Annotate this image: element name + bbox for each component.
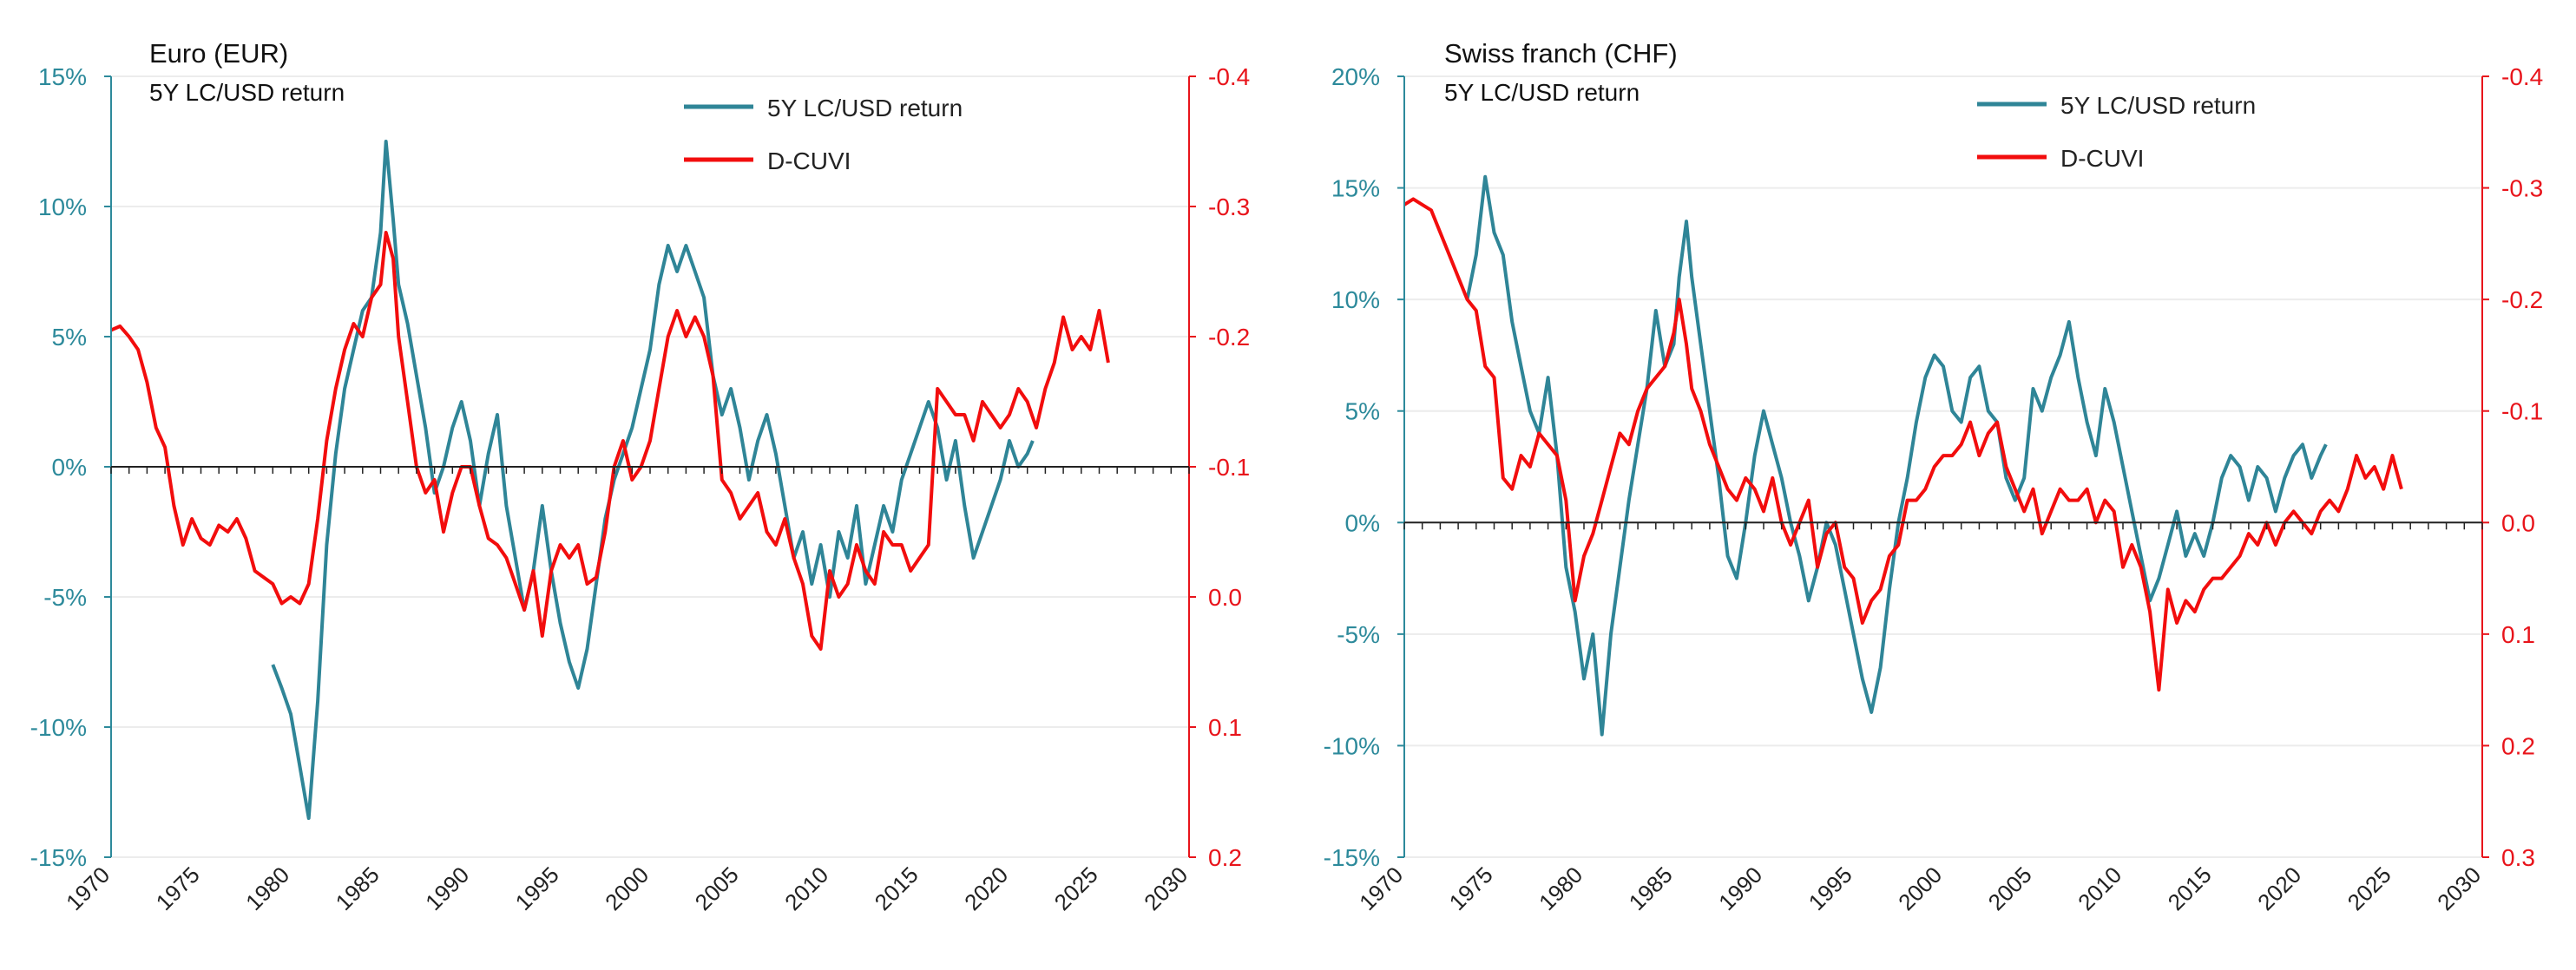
- eur-left-tick-label: -5%: [43, 584, 87, 611]
- eur-right-tick-label: 0.2: [1208, 844, 1242, 871]
- chf-left-tick-label: -5%: [1337, 621, 1380, 648]
- chf-right-tick-label: 0.2: [2501, 732, 2535, 759]
- eur-right-tick-label: -0.3: [1208, 193, 1250, 220]
- eur-x-tick-label: 2015: [870, 862, 923, 915]
- eur-legend: 5Y LC/USD return D-CUVI: [684, 95, 963, 174]
- chf-gridlines: [1404, 75, 2482, 858]
- chf-right-tick-label: -0.2: [2501, 286, 2543, 313]
- chf-x-tick-label: 2015: [2163, 862, 2217, 915]
- eur-left-tick-label: -15%: [30, 844, 87, 871]
- chf-left-tick-label: 0%: [1345, 509, 1380, 536]
- eur-left-tick-label: 15%: [38, 63, 87, 90]
- eur-x-tick-label: 2020: [959, 862, 1013, 915]
- chf-x-tick-label: 1985: [1624, 862, 1678, 915]
- eur-chart-subtitle: 5Y LC/USD return: [149, 79, 345, 106]
- chf-left-tick-label: -10%: [1324, 732, 1380, 759]
- chf-x-tick-label: 2025: [2343, 862, 2396, 915]
- chf-series: [1403, 174, 2403, 737]
- eur-x-tick-label: 1975: [151, 862, 205, 915]
- chf-x-tick-label: 1975: [1444, 862, 1498, 915]
- chf-x-tick-label: 1995: [1804, 862, 1857, 915]
- eur-x-tick-label: 2025: [1049, 862, 1103, 915]
- chf-right-tick-label: -0.4: [2501, 63, 2543, 90]
- chf-right-tick-label: 0.0: [2501, 509, 2535, 536]
- eur-left-tick-label: 5%: [52, 324, 87, 351]
- chf-legend-dcuvi-label: D-CUVI: [2060, 145, 2144, 172]
- chf-x-tick-label: 2000: [1893, 862, 1947, 915]
- chf-x-tick-label: 1990: [1713, 862, 1767, 915]
- chf-right-tick-label: -0.3: [2501, 175, 2543, 202]
- chf-right-tick-label: 0.1: [2501, 621, 2535, 648]
- chf-right-tick-label: -0.1: [2501, 398, 2543, 425]
- chf-left-tick-label: 15%: [1331, 175, 1380, 202]
- chf-x-tick-label: 2005: [1983, 862, 2037, 915]
- eur-right-tick-label: 0.0: [1208, 584, 1242, 611]
- eur-x-tick-label: 2005: [690, 862, 744, 915]
- chf-left-tick-label: -15%: [1324, 844, 1380, 871]
- chf-legend-return-label: 5Y LC/USD return: [2060, 92, 2256, 119]
- eur-x-tick-label: 1980: [240, 862, 294, 915]
- eur-left-tick-label: -10%: [30, 714, 87, 741]
- chf-right-tick-label: 0.3: [2501, 844, 2535, 871]
- eur-right-tick-label: 0.1: [1208, 714, 1242, 741]
- eur-chart: 15% 10% 5% 0% -5% -10% -15% -0.4 -0.3 -0.2 -0.1 0.0…: [30, 38, 1251, 915]
- eur-x-tick-label: 1995: [510, 862, 564, 915]
- eur-right-tick-label: -0.4: [1208, 63, 1250, 90]
- eur-series: [110, 140, 1110, 820]
- chf-left-tick-label: 20%: [1331, 63, 1380, 90]
- eur-x-tick-label: 2030: [1139, 862, 1193, 915]
- eur-x-tick-label: 1985: [331, 862, 384, 915]
- eur-legend-dcuvi-label: D-CUVI: [767, 147, 851, 174]
- eur-left-tick-label: 0%: [52, 454, 87, 481]
- eur-x-tick-label: 2010: [779, 862, 833, 915]
- chf-series-return-line: [1465, 174, 2328, 737]
- eur-series-dcuvi-line: [110, 231, 1110, 651]
- eur-x-tick-label: 2000: [600, 862, 654, 915]
- chf-left-tick-label: 5%: [1345, 398, 1380, 425]
- eur-chart-title: Euro (EUR): [149, 38, 288, 69]
- eur-x-tick-label: 1990: [420, 862, 474, 915]
- chf-chart-title: Swiss franch (CHF): [1444, 38, 1678, 69]
- chf-axes: 20% 15% 10% 5% 0% -5% -10% -15% -0.4 -0.3 -0.2 -0.1…: [1324, 63, 2544, 915]
- eur-axes: 15% 10% 5% 0% -5% -10% -15% -0.4 -0.3 -0.2 -0.1 0.0…: [30, 63, 1251, 915]
- chf-series-dcuvi-line: [1403, 197, 2403, 692]
- chf-x-tick-label: 1980: [1534, 862, 1587, 915]
- chf-left-tick-label: 10%: [1331, 286, 1380, 313]
- eur-legend-return-label: 5Y LC/USD return: [767, 95, 963, 121]
- chf-chart-subtitle: 5Y LC/USD return: [1444, 79, 1640, 106]
- chf-legend: 5Y LC/USD return D-CUVI: [1977, 92, 2256, 172]
- chf-x-tick-label: 2010: [2073, 862, 2126, 915]
- eur-left-tick-label: 10%: [38, 193, 87, 220]
- chf-chart: 20% 15% 10% 5% 0% -5% -10% -15% -0.4 -0.3 -0.2 -0.1…: [1324, 38, 2544, 915]
- eur-right-tick-label: -0.2: [1208, 324, 1250, 351]
- eur-series-return-line: [271, 140, 1035, 820]
- chf-x-tick-label: 2030: [2432, 862, 2486, 915]
- chf-x-tick-label: 2020: [2252, 862, 2306, 915]
- eur-right-tick-label: -0.1: [1208, 454, 1250, 481]
